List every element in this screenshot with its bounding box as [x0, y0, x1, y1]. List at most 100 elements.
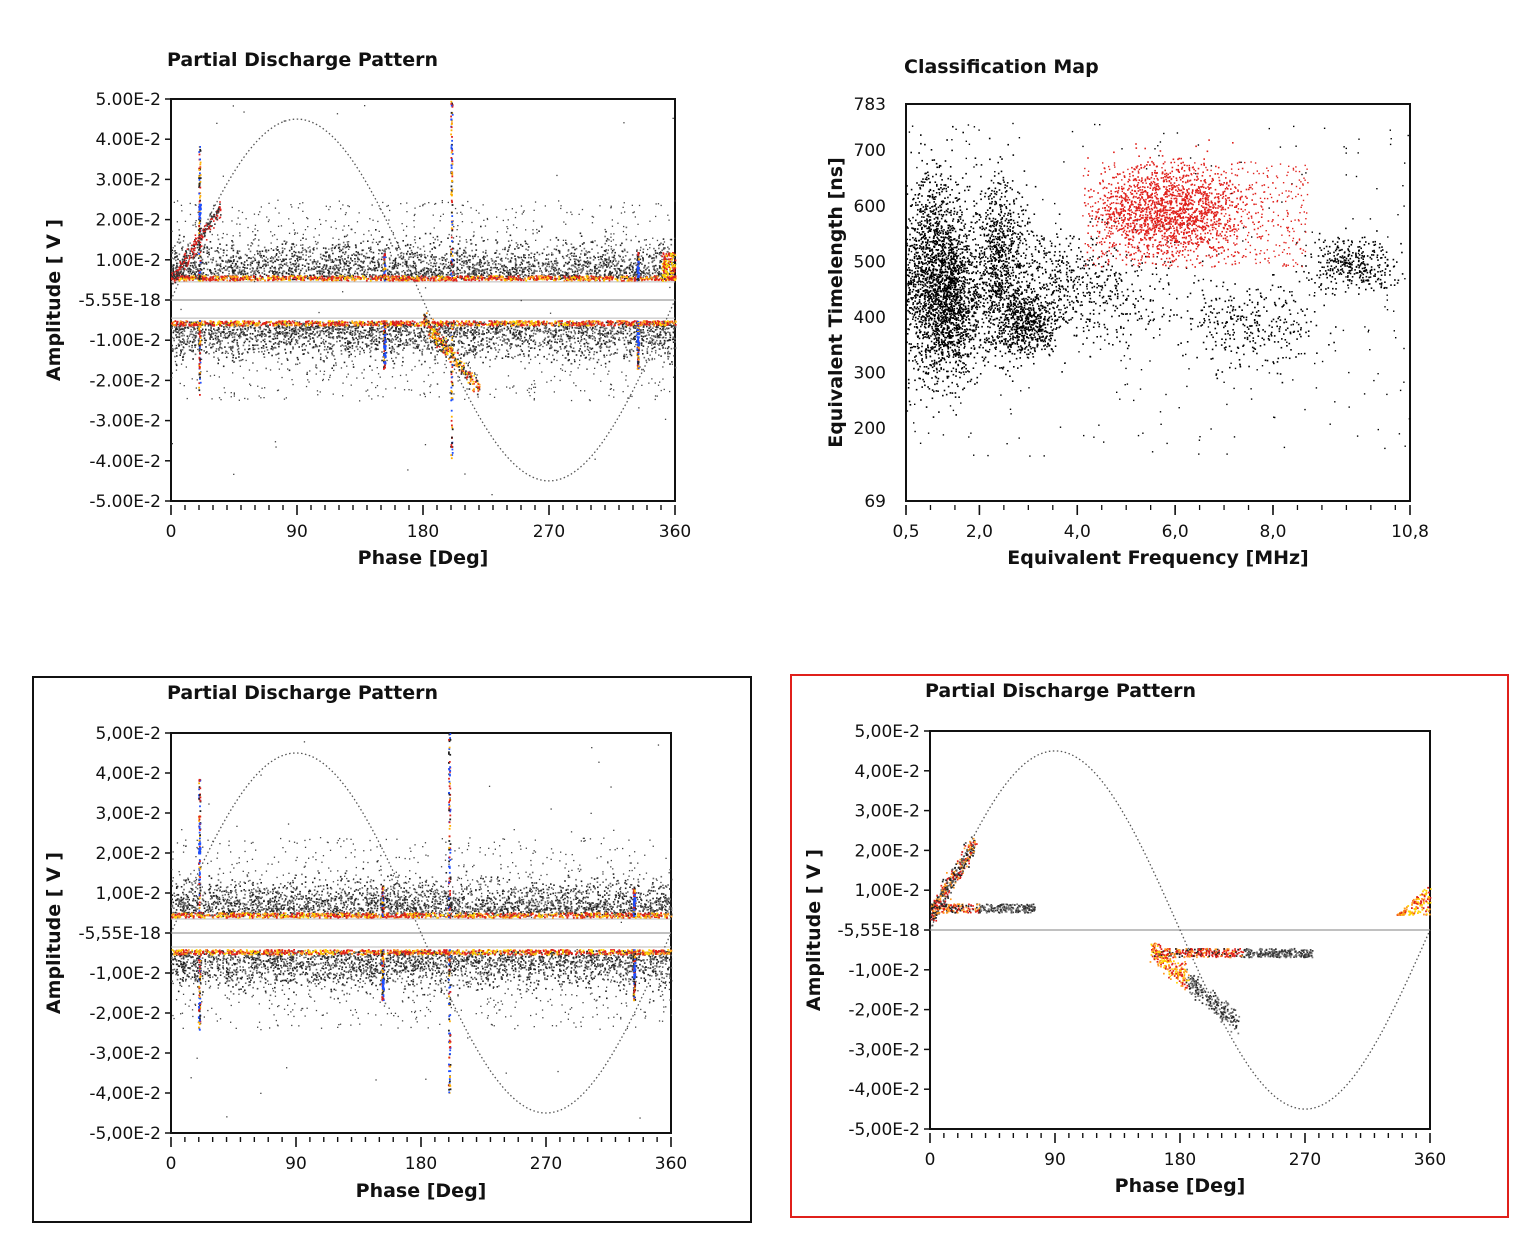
pd-point [495, 349, 497, 351]
pd-point [584, 253, 586, 255]
pd-point [646, 254, 648, 256]
pd-point [554, 267, 556, 269]
pd-point [608, 350, 610, 352]
pd-point [222, 272, 224, 274]
pd-point [216, 348, 218, 350]
pd-point [525, 249, 527, 251]
pd-point [257, 253, 259, 255]
pd-point [587, 346, 589, 348]
pd-point [238, 351, 240, 353]
pd-point [248, 248, 250, 250]
pd-point [459, 336, 461, 338]
pd-point [286, 241, 288, 243]
pd-point [255, 344, 257, 346]
pd-point [183, 339, 185, 341]
pd-point [286, 272, 288, 274]
pd-point [313, 266, 315, 268]
pd-point [423, 270, 425, 272]
pd-point [394, 266, 396, 268]
pd-point [478, 270, 480, 272]
pd-point [606, 259, 608, 261]
pd-point [666, 327, 668, 329]
pd-point [602, 254, 604, 256]
pd-point [271, 355, 273, 357]
pd-point [594, 351, 596, 353]
pd-point [611, 340, 613, 342]
pd-point [349, 347, 351, 349]
pd-point [572, 351, 574, 353]
pd-point [488, 265, 490, 267]
pd-point [653, 254, 655, 256]
pd-point [429, 251, 431, 253]
pd-point [660, 273, 662, 275]
pd-point [646, 338, 648, 340]
pd-point [495, 271, 497, 273]
pd-point [452, 337, 454, 339]
pd-point [280, 264, 282, 266]
pd-point [421, 340, 423, 342]
pd-point [398, 263, 400, 265]
pd-point [289, 259, 291, 261]
pd-point [237, 252, 239, 254]
pd-point [534, 258, 536, 260]
pd-point [342, 260, 344, 262]
pd-point [598, 331, 600, 333]
pd-point [286, 262, 288, 264]
pd-point [323, 269, 325, 271]
pd-point [333, 344, 335, 346]
pd-point [510, 347, 512, 349]
pd-point [574, 361, 576, 363]
pd-point [333, 261, 335, 263]
pd-point [505, 257, 507, 259]
pd-point [474, 265, 476, 267]
pd-point [423, 335, 425, 337]
pd-point [441, 271, 443, 273]
pd-point [239, 333, 241, 335]
pd-point [303, 353, 305, 355]
pd-point [535, 356, 537, 358]
pd-point [290, 258, 292, 260]
pd-point [605, 342, 607, 344]
pd-point [626, 356, 628, 358]
pd-point [515, 332, 517, 334]
pd-point [584, 331, 586, 333]
pd-point [269, 336, 271, 338]
pd-point [206, 263, 208, 265]
pd-point [624, 250, 626, 252]
pd-point [217, 363, 219, 365]
pd-point [519, 354, 521, 356]
pd-point [456, 262, 458, 264]
pd-point [662, 347, 664, 349]
prpd-chart-top-left: Partial Discharge PatternPhase [Deg]Ampl… [43, 49, 691, 569]
pd-point [486, 276, 488, 278]
pd-point [361, 336, 363, 338]
pd-point [188, 342, 190, 344]
pd-point [388, 339, 390, 341]
pd-point [225, 269, 227, 271]
pd-point [257, 330, 259, 332]
pd-point [403, 343, 405, 345]
pd-point [299, 259, 301, 261]
pd-point [511, 328, 513, 330]
y-axis-label: Amplitude [ V ] [43, 219, 65, 381]
pd-point [218, 359, 220, 361]
pd-point [563, 329, 565, 331]
pd-point [512, 269, 514, 271]
pd-point [575, 255, 577, 257]
pd-point [537, 252, 539, 254]
pd-point [176, 331, 178, 333]
pd-point [363, 241, 365, 243]
pd-point [530, 339, 532, 341]
pd-point [546, 254, 548, 256]
pd-point [336, 341, 338, 343]
pd-point [515, 339, 517, 341]
pd-point [657, 337, 659, 339]
pd-point [511, 253, 513, 255]
pd-point [315, 326, 317, 328]
pd-point [329, 328, 331, 330]
pd-point [522, 245, 524, 247]
pd-point [395, 329, 397, 331]
pd-point [587, 266, 589, 268]
pd-point [566, 345, 568, 347]
pd-point [253, 349, 255, 351]
